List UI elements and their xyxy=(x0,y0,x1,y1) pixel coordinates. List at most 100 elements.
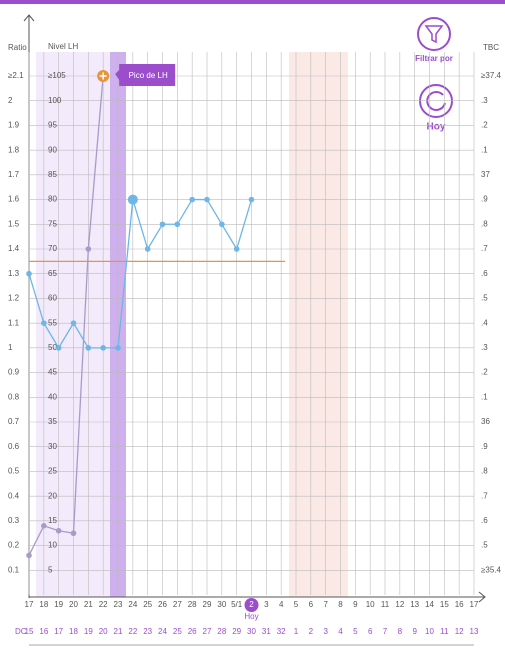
cycle-day: 19 xyxy=(84,627,93,636)
ratio-tick-label: 1.7 xyxy=(8,170,20,179)
tbc-tick-label: .1 xyxy=(481,392,488,401)
x-tick-label: 17 xyxy=(470,600,479,609)
point xyxy=(26,552,32,559)
ratio-tick-label: 1.9 xyxy=(8,121,20,130)
ratio-tick-label: ≥2.1 xyxy=(8,71,24,80)
tbc-tick-label: .9 xyxy=(481,195,488,204)
x-tick-label: 4 xyxy=(279,600,284,609)
lh-tick-label: 50 xyxy=(48,343,57,352)
point xyxy=(41,523,47,529)
lh-tick-label: 85 xyxy=(48,170,57,179)
cycle-day: 12 xyxy=(455,627,464,636)
point xyxy=(100,345,106,351)
lh-tick-label: 40 xyxy=(48,392,57,401)
x-tick-label: 29 xyxy=(203,600,212,609)
tbc-tick-label: .6 xyxy=(481,269,488,278)
tbc-tick-label: .6 xyxy=(481,516,488,525)
cycle-day: 18 xyxy=(69,627,78,636)
ratio-tick-label: 0.2 xyxy=(8,541,20,550)
lh-tick-label: ≥105 xyxy=(48,71,66,80)
x-tick-label: 27 xyxy=(173,600,182,609)
refresh-icon[interactable] xyxy=(426,90,446,111)
x-tick-label: 25 xyxy=(143,600,152,609)
point xyxy=(70,320,77,326)
x-tick-label: 3 xyxy=(264,600,269,609)
y-axis-arrow xyxy=(23,14,35,22)
ratio-tick-label: 0.7 xyxy=(8,417,20,426)
lh-tick-label: 5 xyxy=(48,565,53,574)
lh-tick-label: 25 xyxy=(48,467,57,476)
ratio-tick-label: 1.3 xyxy=(8,269,20,278)
tbc-tick-label: 36 xyxy=(481,417,490,426)
point xyxy=(115,345,121,351)
x-tick-label: 22 xyxy=(99,600,108,609)
x-tick-label: 24 xyxy=(128,600,137,609)
x-tick-label: 19 xyxy=(54,600,63,609)
cycle-day: 6 xyxy=(368,627,373,636)
ratio-tick-label: 0.6 xyxy=(8,442,20,451)
ratio-tick-label: 1.5 xyxy=(8,219,20,228)
x-tick-label: 5/1 xyxy=(231,600,243,609)
tbc-tick-label: .1 xyxy=(481,145,488,154)
cycle-day: 7 xyxy=(383,627,388,636)
filter-circle[interactable] xyxy=(417,17,451,51)
x-tick-label: 10 xyxy=(366,600,375,609)
cycle-day: 10 xyxy=(425,627,434,636)
cycle-day: 15 xyxy=(25,627,34,636)
cycle-day: 16 xyxy=(39,627,48,636)
x-tick-label: 20 xyxy=(69,600,78,609)
ratio-tick-label: 0.9 xyxy=(8,368,20,377)
ratio-tick-label: 1.4 xyxy=(8,244,20,253)
filter-button[interactable]: Filtrar por xyxy=(415,17,453,63)
x-tick-label: 16 xyxy=(455,600,464,609)
x-axis-arrow xyxy=(478,591,486,603)
lh-tick-label: 15 xyxy=(48,516,57,525)
x-tick-label: 30 xyxy=(217,600,226,609)
tbc-tick-label: .8 xyxy=(481,467,488,476)
cycle-day: 11 xyxy=(440,627,449,636)
cycle-day: 13 xyxy=(470,627,479,636)
lh-tick-label: 90 xyxy=(48,145,57,154)
x-tick-label: 7 xyxy=(323,600,328,609)
tbc-tick-label: .8 xyxy=(481,219,488,228)
lh-tick-label: 60 xyxy=(48,294,57,303)
filter-icon[interactable] xyxy=(424,25,444,44)
tbc-tick-label: .2 xyxy=(481,368,488,377)
cycle-day: 8 xyxy=(398,627,403,636)
cycle-day: 27 xyxy=(203,627,212,636)
lh-tick-label: 20 xyxy=(48,491,57,500)
tbc-tick-label: .5 xyxy=(481,294,488,303)
ratio-axis-label: Ratio xyxy=(8,43,27,52)
cycle-day: 31 xyxy=(262,627,271,636)
series-line xyxy=(28,198,253,350)
x-tick-label: 5 xyxy=(294,600,299,609)
peak-label: Pico de LH xyxy=(129,71,168,80)
lh-tick-label: 65 xyxy=(48,269,57,278)
x-tick-label: 18 xyxy=(39,600,48,609)
x-tick-label: 14 xyxy=(425,600,434,609)
x-tick-label: 8 xyxy=(338,600,343,609)
lh-tick-label: 30 xyxy=(48,442,57,451)
point xyxy=(85,246,92,252)
lh-tick-label: 70 xyxy=(48,244,57,253)
x-tick-label: 23 xyxy=(114,600,123,609)
today-button-label[interactable]: Hoy xyxy=(427,122,446,133)
ratio-tick-label: 1 xyxy=(8,343,13,352)
lh-tick-label: 75 xyxy=(48,219,57,228)
lh-tick-label: 35 xyxy=(48,417,57,426)
cycle-day: 26 xyxy=(188,627,197,636)
x-tick-label: 26 xyxy=(158,600,167,609)
tbc-tick-label: ≥37.4 xyxy=(481,71,502,80)
tbc-tick-label: ≥35.4 xyxy=(481,565,502,574)
top-bar xyxy=(0,0,505,4)
point xyxy=(189,196,195,203)
x-tick-label: 6 xyxy=(309,600,314,609)
cycle-day: 23 xyxy=(143,627,152,636)
point xyxy=(85,345,92,351)
ratio-tick-label: 0.4 xyxy=(8,491,20,500)
x-tick-label: 28 xyxy=(188,600,197,609)
ratio-tick-label: 2 xyxy=(8,96,13,105)
lh-tick-label: 100 xyxy=(48,96,62,105)
filter-label[interactable]: Filtrar por xyxy=(415,54,453,63)
cycle-day-label: DC xyxy=(15,627,27,636)
